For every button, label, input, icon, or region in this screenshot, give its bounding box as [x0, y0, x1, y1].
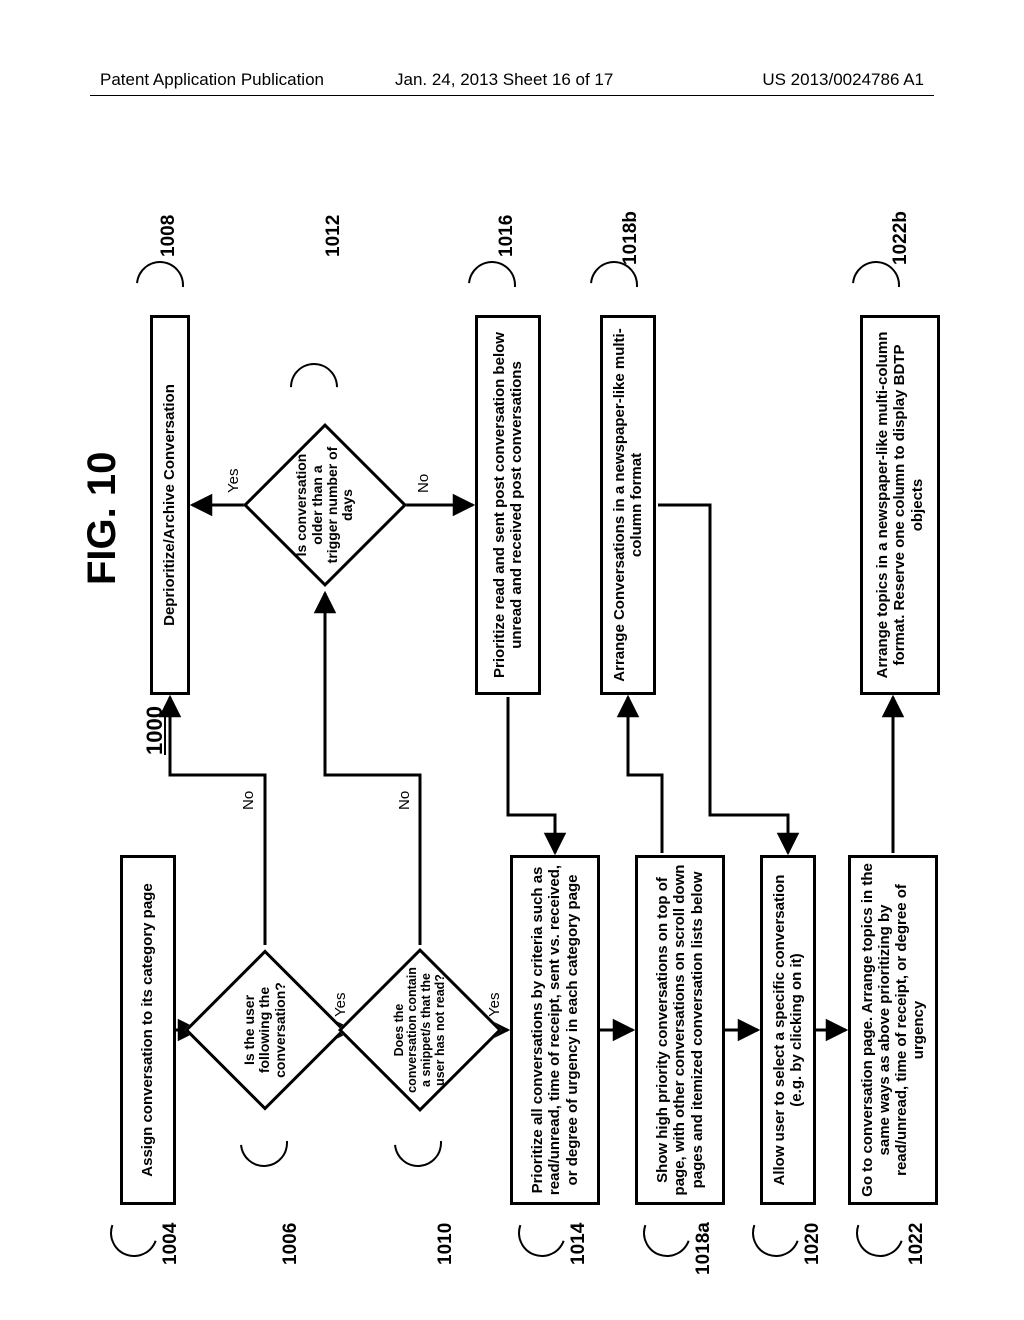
node-1008-text: Deprioritize/Archive Conversation: [161, 384, 178, 626]
ref-1016: 1016: [496, 215, 518, 257]
leader-1014: [510, 1201, 574, 1265]
ref-1014: 1014: [568, 1223, 590, 1265]
node-1014: Prioritize all conversations by criteria…: [510, 855, 600, 1205]
node-1016-text: Prioritize read and sent post conversati…: [491, 322, 526, 688]
edge-1006-no: No: [240, 791, 257, 810]
edge-1012-no: No: [415, 474, 432, 493]
node-1022-text: Go to conversation page. Arrange topics …: [859, 862, 928, 1198]
node-1022b-text: Arrange topics in a newspaper-like multi…: [874, 322, 926, 688]
flowchart: FIG. 10 1000: [80, 165, 944, 1245]
node-1006: Is the user following the conversation?: [200, 945, 330, 1115]
ref-1004: 1004: [160, 1223, 182, 1265]
node-1008: Deprioritize/Archive Conversation: [150, 315, 190, 695]
edge-1006-yes: Yes: [332, 993, 349, 1017]
node-1020-text: Allow user to select a specific conversa…: [771, 862, 806, 1198]
leader-1018a: [635, 1201, 699, 1265]
ref-1020: 1020: [802, 1223, 824, 1265]
leader-1010: [384, 1109, 452, 1177]
node-1010: Does the conversation contain a snippet/…: [354, 945, 486, 1115]
leader-1004: [102, 1201, 166, 1265]
node-1010-text: Does the conversation contain a snippet/…: [354, 945, 486, 1115]
figure-ref-number: 1000: [142, 706, 168, 755]
node-1018b: Arrange Conversations in a newspaper-lik…: [600, 315, 656, 695]
leader-1020: [744, 1201, 808, 1265]
header-center: Jan. 24, 2013 Sheet 16 of 17: [395, 70, 613, 90]
page: Patent Application Publication Jan. 24, …: [0, 0, 1024, 1320]
node-1018b-text: Arrange Conversations in a newspaper-lik…: [611, 322, 646, 688]
node-1016: Prioritize read and sent post conversati…: [475, 315, 541, 695]
leader-1012: [280, 353, 348, 421]
node-1022b: Arrange topics in a newspaper-like multi…: [860, 315, 940, 695]
figure-title: FIG. 10: [80, 452, 125, 585]
header-rule: [90, 95, 934, 96]
ref-1008: 1008: [158, 215, 180, 257]
leader-1006: [230, 1109, 298, 1177]
node-1022: Go to conversation page. Arrange topics …: [848, 855, 938, 1205]
node-1012-text: Is conversation older than a trigger num…: [258, 420, 392, 590]
ref-1018b: 1018b: [620, 211, 642, 265]
leader-1022: [848, 1201, 912, 1265]
node-1006-text: Is the user following the conversation?: [200, 945, 330, 1115]
header-left: Patent Application Publication: [100, 70, 324, 90]
ref-1006: 1006: [280, 1223, 302, 1265]
node-1004-text: Assign conversation to its category page: [139, 883, 156, 1176]
ref-1010: 1010: [435, 1223, 457, 1265]
ref-1018a: 1018a: [693, 1222, 715, 1275]
ref-1022: 1022: [906, 1223, 928, 1265]
leader-1008: [126, 251, 194, 319]
header-right: US 2013/0024786 A1: [762, 70, 924, 90]
edge-1010-no: No: [396, 791, 413, 810]
node-1020: Allow user to select a specific conversa…: [760, 855, 816, 1205]
edge-1010-yes: Yes: [486, 993, 503, 1017]
node-1018a-text: Show high priority conversations on top …: [654, 862, 706, 1198]
node-1018a: Show high priority conversations on top …: [635, 855, 725, 1205]
node-1004: Assign conversation to its category page: [120, 855, 176, 1205]
figure-wrap: FIG. 10 1000: [80, 165, 944, 1245]
edge-1012-yes: Yes: [225, 469, 242, 493]
ref-1012: 1012: [323, 215, 345, 257]
ref-1022b: 1022b: [890, 211, 912, 265]
node-1012: Is conversation older than a trigger num…: [258, 420, 392, 590]
node-1014-text: Prioritize all conversations by criteria…: [529, 862, 581, 1198]
leader-1016: [458, 251, 526, 319]
